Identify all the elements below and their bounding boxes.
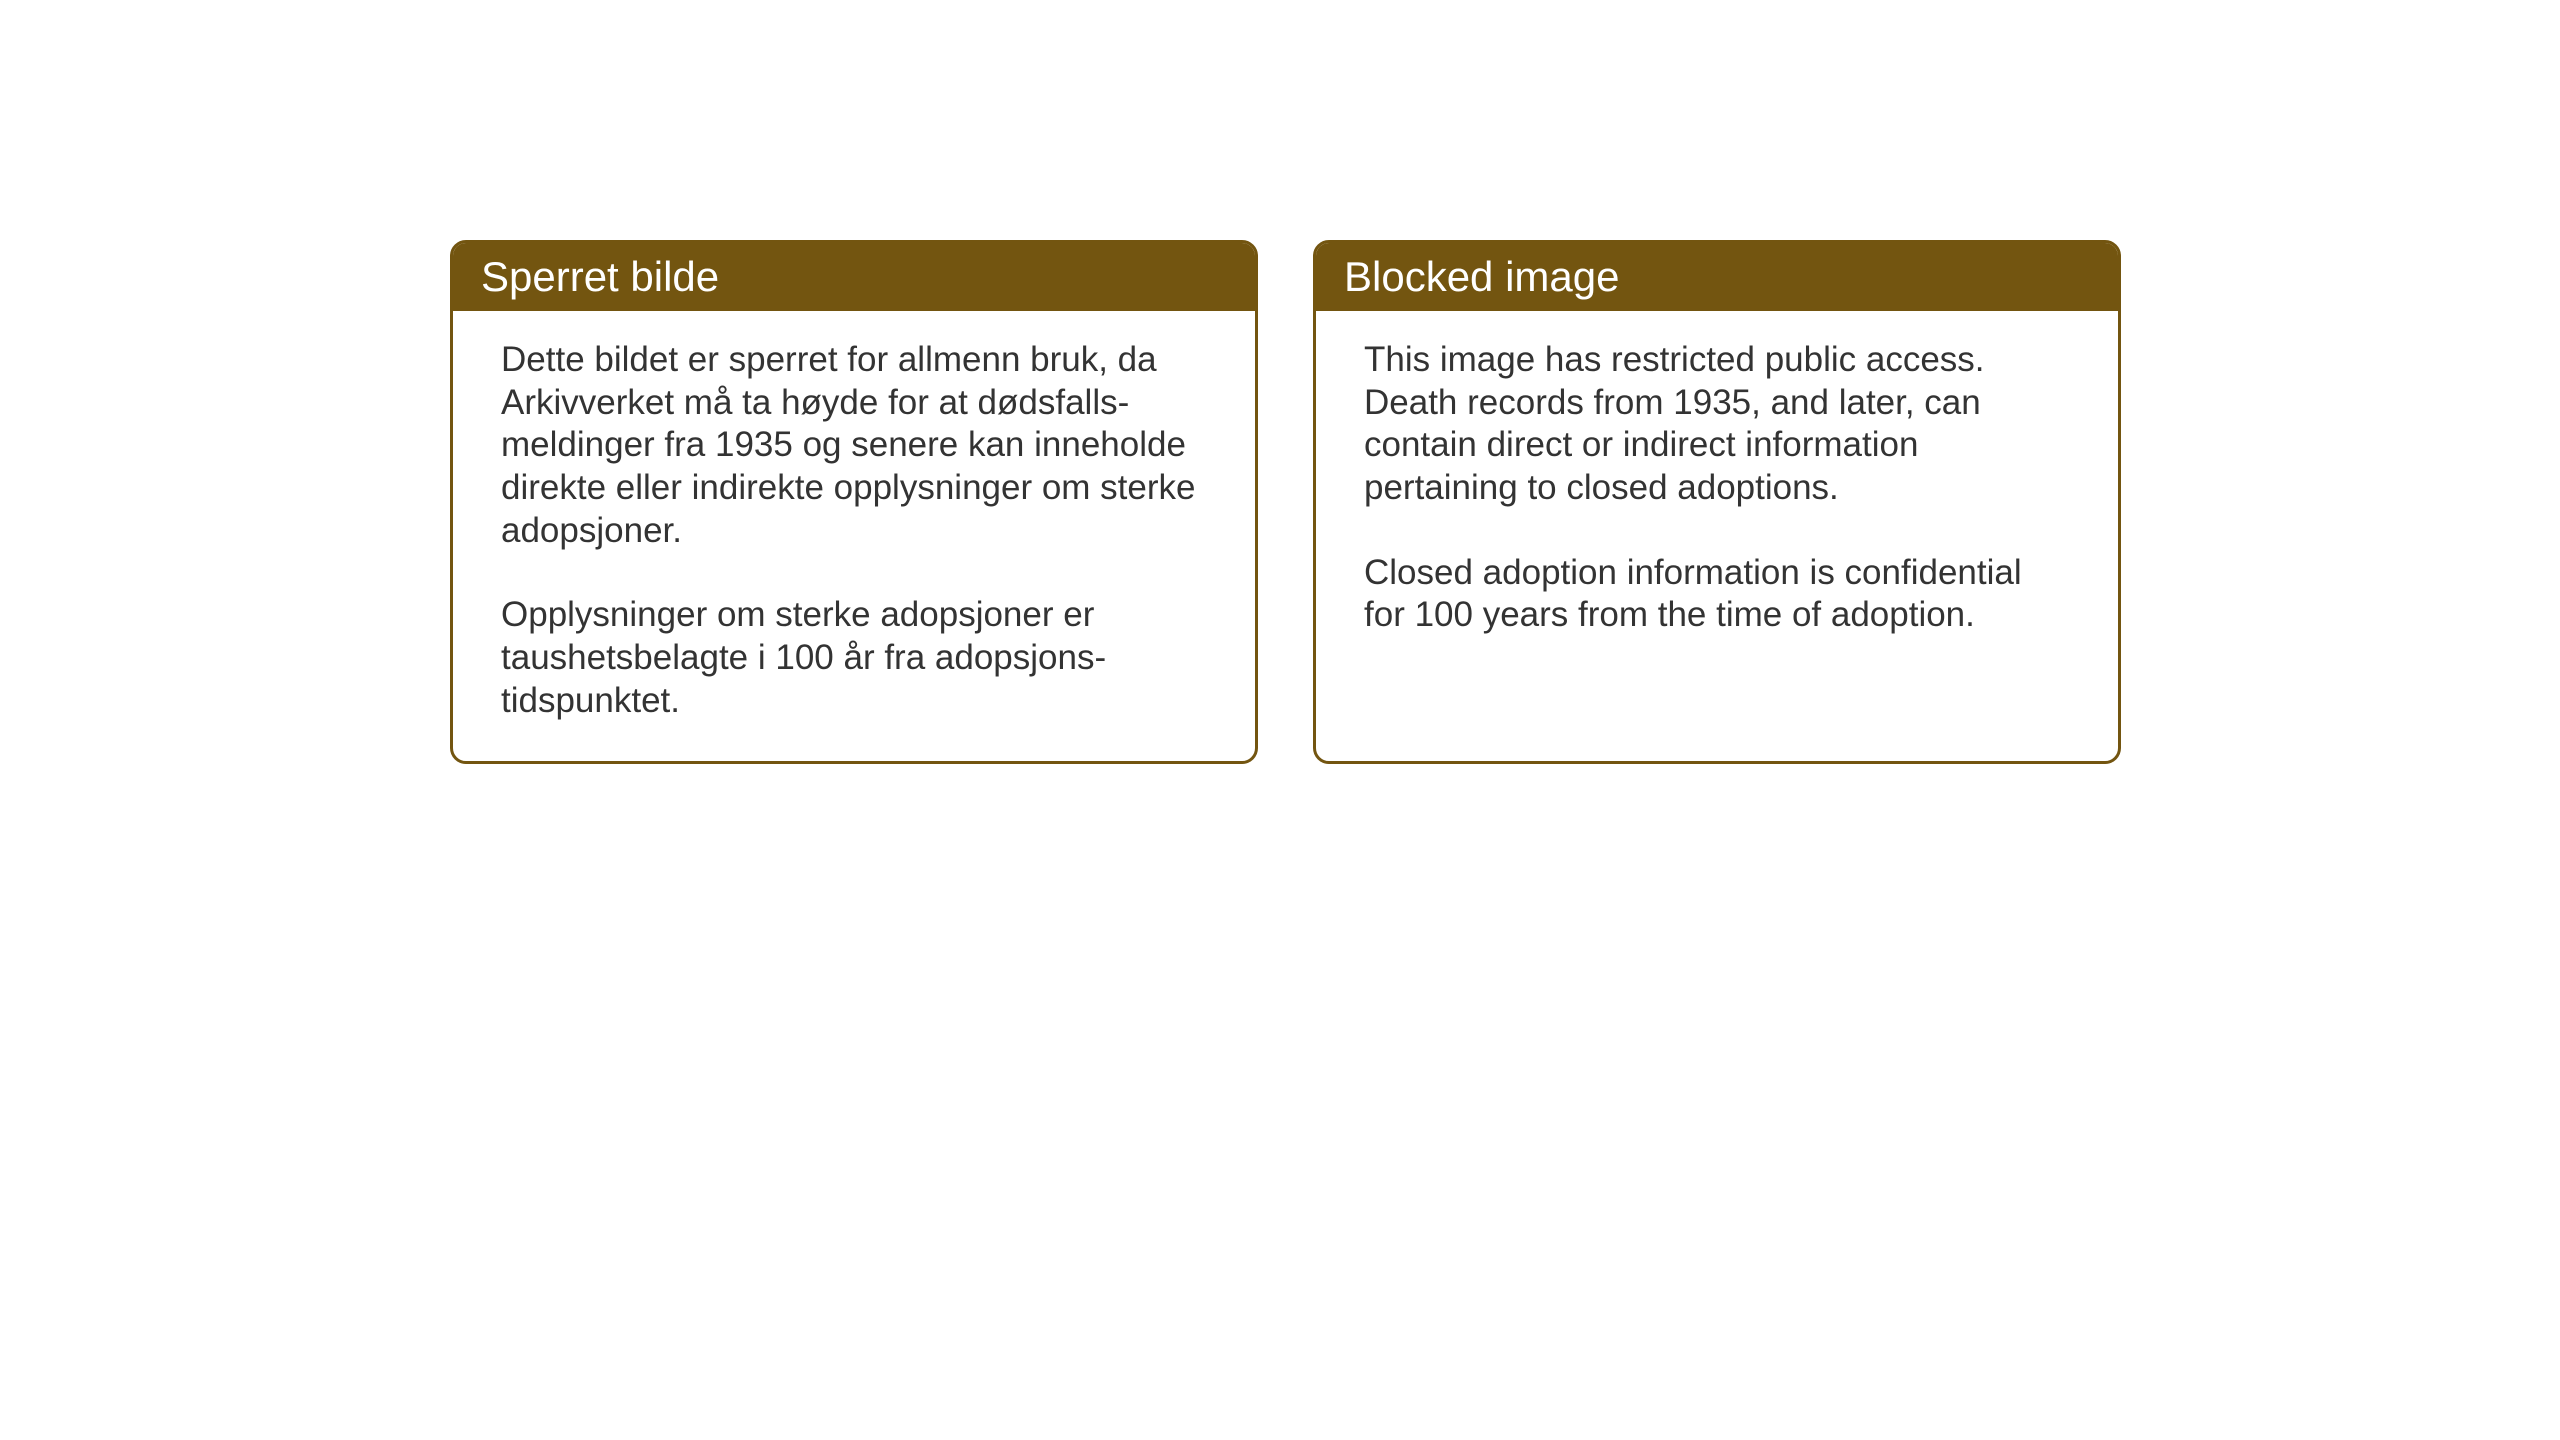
notice-paragraph: Closed adoption information is confident…	[1364, 552, 2070, 637]
notice-body-norwegian: Dette bildet er sperret for allmenn bruk…	[453, 311, 1255, 761]
notice-paragraph: This image has restricted public access.…	[1364, 339, 2070, 510]
notice-box-norwegian: Sperret bilde Dette bildet er sperret fo…	[450, 240, 1258, 764]
notice-body-english: This image has restricted public access.…	[1316, 311, 2118, 675]
notice-box-english: Blocked image This image has restricted …	[1313, 240, 2121, 764]
notice-container: Sperret bilde Dette bildet er sperret fo…	[450, 240, 2121, 764]
notice-paragraph: Opplysninger om sterke adopsjoner er tau…	[501, 594, 1207, 722]
notice-paragraph: Dette bildet er sperret for allmenn bruk…	[501, 339, 1207, 552]
notice-header-norwegian: Sperret bilde	[453, 243, 1255, 311]
notice-header-english: Blocked image	[1316, 243, 2118, 311]
